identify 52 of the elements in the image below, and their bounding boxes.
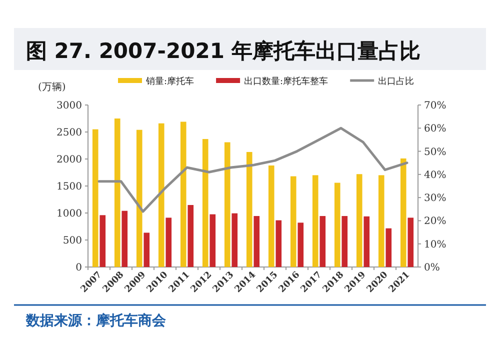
y-tick-label: 1500 <box>56 182 82 192</box>
bar <box>290 176 296 267</box>
bar <box>320 216 326 267</box>
y2-tick-label: 40% <box>424 170 446 181</box>
bar <box>224 142 230 267</box>
bar <box>298 222 304 267</box>
bar <box>232 213 238 267</box>
y-tick-label: 500 <box>62 236 82 246</box>
bar <box>158 123 164 267</box>
bar <box>364 216 370 267</box>
chart-title: 图 27. 2007-2021 年摩托车出口量占比 <box>26 39 421 63</box>
y-tick-label: 2500 <box>56 128 82 138</box>
y2-tick-label: 70% <box>424 100 446 112</box>
line-series <box>98 126 408 213</box>
bar <box>100 215 106 267</box>
bar <box>356 174 362 267</box>
bar <box>254 216 260 267</box>
bar <box>144 232 150 267</box>
bar <box>166 218 172 267</box>
bar <box>210 214 216 267</box>
bar <box>408 218 414 267</box>
legend-label: 出口占比 <box>378 76 414 87</box>
bar <box>188 205 194 267</box>
y-tick-label: 3000 <box>56 100 82 112</box>
bar <box>246 152 252 267</box>
y-tick-label: 1000 <box>56 208 82 220</box>
bar <box>180 122 186 267</box>
bar <box>114 118 120 267</box>
bar <box>400 158 406 267</box>
y-tick-label: 0 <box>76 262 82 274</box>
bar <box>312 175 318 267</box>
y2-tick-label: 60% <box>424 124 446 135</box>
legend-label: 销量:摩托车 <box>145 76 194 87</box>
y2-tick-label: 50% <box>424 146 446 158</box>
y-axis-title: (万辆) <box>38 81 66 93</box>
y2-tick-label: 30% <box>424 193 446 204</box>
bar <box>276 220 282 267</box>
bar <box>122 210 128 267</box>
bar <box>334 182 340 267</box>
source-note: 数据来源：摩托车商会 <box>25 312 167 329</box>
y2-tick-label: 0% <box>424 262 440 274</box>
bar <box>342 216 348 267</box>
bar <box>136 130 142 267</box>
y2-tick-label: 10% <box>424 239 446 250</box>
bar <box>378 175 384 267</box>
bar <box>268 165 274 267</box>
bar <box>386 228 392 267</box>
bar <box>202 139 208 267</box>
y-tick-label: 2000 <box>56 154 82 166</box>
y2-tick-label: 20% <box>424 216 446 228</box>
legend-label: 出口数量:摩托车整车 <box>244 76 328 87</box>
bar <box>92 129 98 267</box>
